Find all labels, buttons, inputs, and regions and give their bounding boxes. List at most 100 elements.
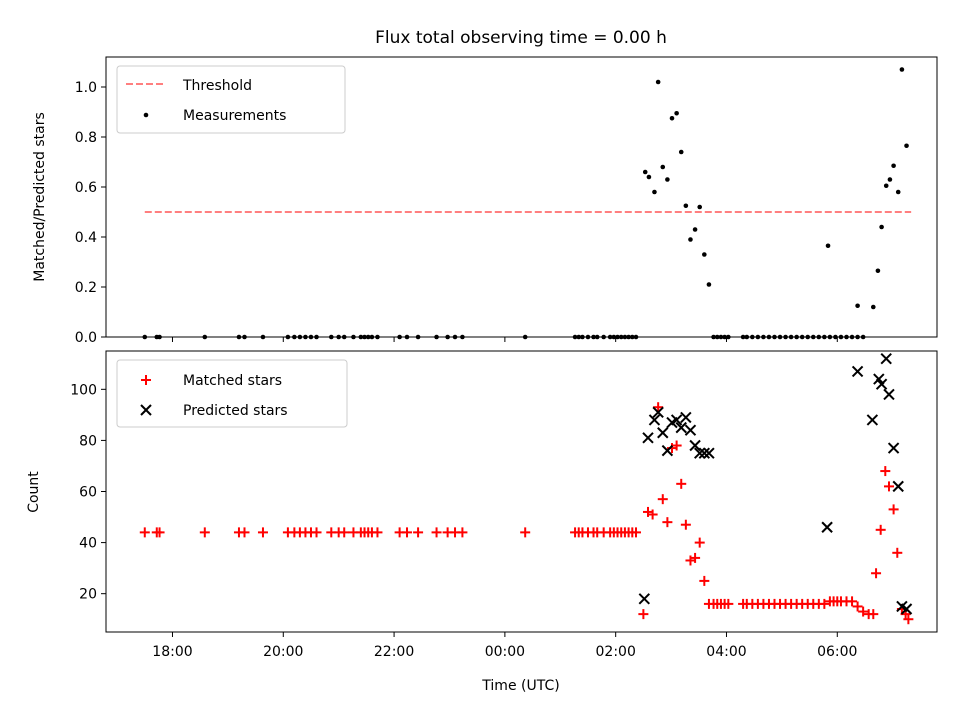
- predicted-starspoint: [661, 444, 674, 457]
- measurementspoint: [692, 227, 698, 232]
- matched-starspoint: [257, 527, 268, 538]
- bottom-y-tick-label: 60: [79, 485, 97, 501]
- top-y-tick-label: 1.0: [75, 80, 97, 96]
- top-y-tick-label: 0.4: [75, 230, 97, 246]
- measurementspoint: [678, 149, 684, 155]
- x-tick-label: 18:00: [152, 644, 192, 660]
- matched-starspoint: [657, 494, 668, 505]
- x-tick-label: 06:00: [817, 644, 857, 660]
- top-x-ticks: [171, 337, 838, 342]
- measurementspoint: [706, 282, 712, 287]
- predicted-starspoint: [675, 421, 687, 434]
- predicted-starspoint: [638, 593, 651, 605]
- top-y-tick-label: 0.6: [75, 180, 97, 196]
- bottom-y-ticks: 20 40 60 80 100: [70, 382, 106, 603]
- bottom-legend: Matched stars Predicted stars: [116, 359, 348, 428]
- measurementspoint: [879, 224, 884, 230]
- predicted-legend-label: Predicted stars: [183, 403, 288, 419]
- matched-starspoint: [852, 601, 863, 612]
- matched-starspoint: [880, 466, 891, 477]
- top-y-tick-label: 0.0: [75, 330, 97, 346]
- matched-legend-label: Matched stars: [183, 373, 282, 389]
- measurementspoint: [870, 304, 876, 310]
- matched-starspoint: [653, 402, 664, 413]
- measurementspoint: [688, 237, 693, 242]
- predicted-starspoint: [880, 352, 892, 365]
- matched-legend-marker: [141, 375, 151, 385]
- predicted-starspoint: [851, 365, 864, 378]
- matched-starspoint: [690, 552, 701, 563]
- measurementspoint: [891, 163, 896, 169]
- matched-starspoint: [311, 527, 322, 538]
- predicted-starspoint: [652, 406, 664, 419]
- matched-starspoint: [239, 527, 250, 538]
- top-y-tick-label: 0.8: [75, 130, 97, 146]
- predicted-starspoint: [883, 388, 895, 401]
- predicted-starspoint: [698, 447, 711, 459]
- measurementspoint: [660, 164, 666, 170]
- measurementspoint: [702, 252, 707, 257]
- measurementspoint: [895, 189, 901, 195]
- x-tick-label: 04:00: [706, 644, 746, 660]
- x-tick-label: 02:00: [596, 644, 636, 660]
- measurementspoint: [887, 177, 893, 182]
- bottom-y-tick-label: 100: [70, 382, 97, 398]
- matched-starspoint: [858, 606, 869, 617]
- measurementspoint: [855, 303, 860, 309]
- predicted-starspoint: [648, 414, 661, 426]
- matched-starspoint: [676, 478, 687, 489]
- matched-starspoint: [638, 609, 649, 620]
- x-axis-label: Time (UTC): [481, 678, 559, 694]
- predicted-starspoint: [689, 439, 701, 452]
- matched-starspoint: [199, 527, 210, 538]
- measurementspoint: [899, 67, 905, 72]
- bottom-points-layer: [139, 352, 914, 625]
- top-y-tick-label: 0.2: [75, 280, 97, 296]
- matched-starspoint: [662, 517, 673, 528]
- predicted-starspoint: [657, 427, 669, 439]
- top-y-axis-label: Matched/Predicted stars: [32, 112, 48, 282]
- predicted-starspoint: [866, 414, 879, 426]
- measurementspoint: [825, 243, 831, 249]
- matched-starspoint: [903, 614, 914, 625]
- predicted-legend-marker: [140, 404, 152, 416]
- predicted-starspoint: [680, 411, 692, 424]
- measurementspoint: [683, 203, 689, 209]
- top-plot: 0.0 0.2 0.4 0.6 0.8 1.0 Matched/Predicted sta…: [32, 56, 938, 346]
- measurementspoint: [674, 110, 679, 116]
- predicted-starspoint: [703, 447, 715, 459]
- matched-starspoint: [694, 537, 705, 548]
- matched-starspoint: [875, 524, 886, 535]
- matched-starspoint: [871, 568, 882, 579]
- predicted-starspoint: [670, 414, 683, 426]
- matched-starspoint: [723, 598, 734, 609]
- matched-starspoint: [888, 504, 899, 515]
- x-tick-label: 20:00: [263, 644, 303, 660]
- predicted-starspoint: [875, 378, 888, 390]
- measurementspoint: [669, 115, 675, 121]
- predicted-starspoint: [693, 447, 706, 459]
- x-tick-label: 22:00: [374, 644, 414, 660]
- predicted-starspoint: [821, 521, 833, 533]
- measurementspoint: [652, 189, 657, 195]
- matched-starspoint: [680, 519, 691, 530]
- bottom-y-tick-label: 40: [79, 536, 97, 552]
- matched-starspoint: [892, 547, 903, 558]
- matched-starspoint: [819, 598, 830, 609]
- bottom-plot: 20 40 60 80 100 18:00 20:00 22:00 00:00 02:00 04:…: [26, 350, 938, 694]
- matched-starspoint: [457, 527, 468, 538]
- matched-starspoint: [372, 527, 383, 538]
- bottom-x-ticks: 18:00 20:00 22:00 00:00 02:00 04:00 06:00: [152, 632, 857, 660]
- matched-starspoint: [339, 527, 350, 538]
- measurementspoint: [646, 174, 652, 180]
- measurementspoint: [642, 169, 648, 175]
- top-points-layer: [142, 67, 909, 340]
- matched-starspoint: [520, 527, 531, 538]
- matched-starspoint: [402, 527, 413, 538]
- measurementspoint: [875, 268, 881, 274]
- predicted-starspoint: [900, 603, 913, 615]
- x-tick-label: 00:00: [485, 644, 525, 660]
- bottom-y-axis-label: Count: [26, 471, 42, 513]
- measurementspoint: [883, 183, 889, 189]
